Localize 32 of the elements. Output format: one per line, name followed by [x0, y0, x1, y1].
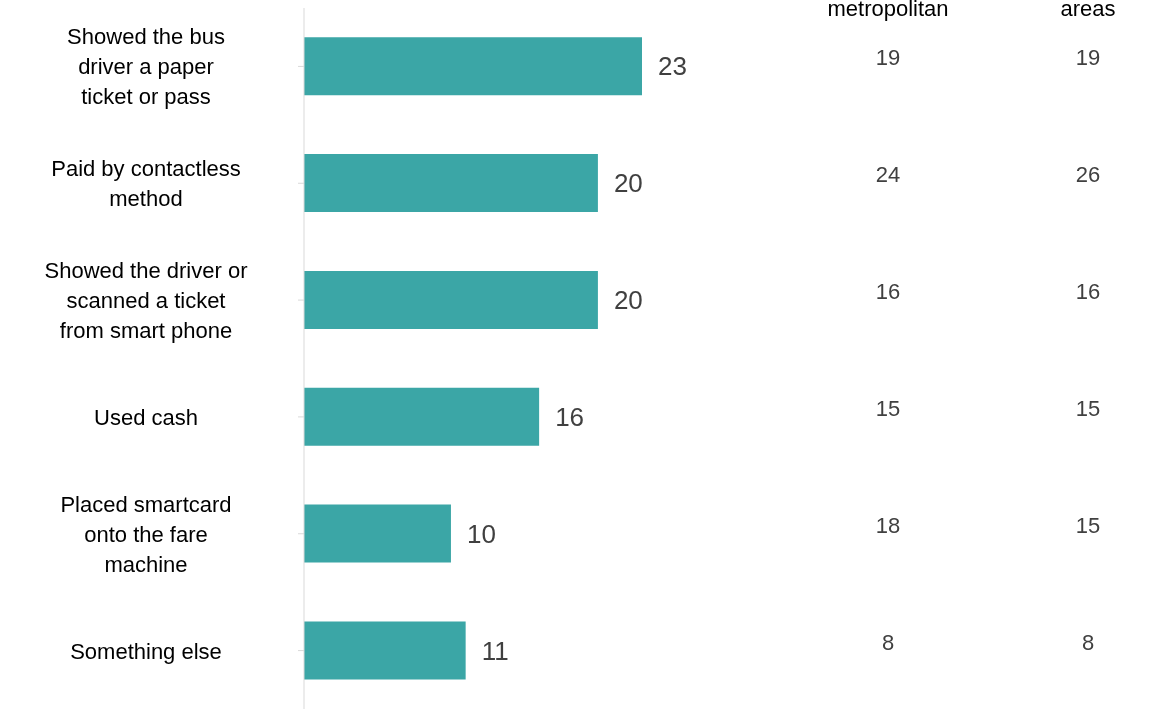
- data-label: 23: [658, 51, 687, 82]
- data-label: 16: [1074, 278, 1102, 307]
- bar: [304, 504, 451, 563]
- bar: [304, 387, 540, 446]
- y-tick-label: Something else: [70, 638, 222, 664]
- data-label: 11: [481, 635, 509, 666]
- y-tick-label: Used cash: [94, 404, 198, 430]
- data-label: 15: [874, 394, 902, 423]
- text: metropolitan: [826, 0, 950, 22]
- data-label: 19: [1074, 44, 1102, 73]
- data-label: 24: [874, 161, 902, 190]
- data-label: 20: [613, 285, 643, 316]
- y-tick-label: Paid by contactless method: [51, 155, 241, 211]
- bar: [304, 154, 598, 213]
- data-label: 16: [555, 401, 585, 432]
- text: areas: [1059, 0, 1117, 22]
- data-label: 26: [1074, 161, 1102, 190]
- bar: [304, 621, 466, 680]
- y-tick-label: Showed the driver or scanned a ticket from smart phone: [44, 257, 248, 343]
- y-tick-label: Placed smartcard onto the fare machine: [60, 491, 232, 577]
- data-label: 8: [1080, 628, 1096, 657]
- data-label: 15: [1074, 394, 1102, 423]
- y-tick-label: Showed the bus driver a paper ticket or pass: [67, 23, 225, 109]
- data-label: 10: [466, 518, 496, 549]
- data-label: 18: [874, 511, 902, 540]
- bar: [304, 270, 598, 329]
- data-label: 15: [1074, 511, 1102, 540]
- data-label: 20: [613, 168, 643, 199]
- bar: [304, 37, 642, 96]
- data-label: 19: [874, 44, 902, 73]
- data-label: 8: [880, 628, 896, 657]
- data-label: 16: [874, 278, 902, 307]
